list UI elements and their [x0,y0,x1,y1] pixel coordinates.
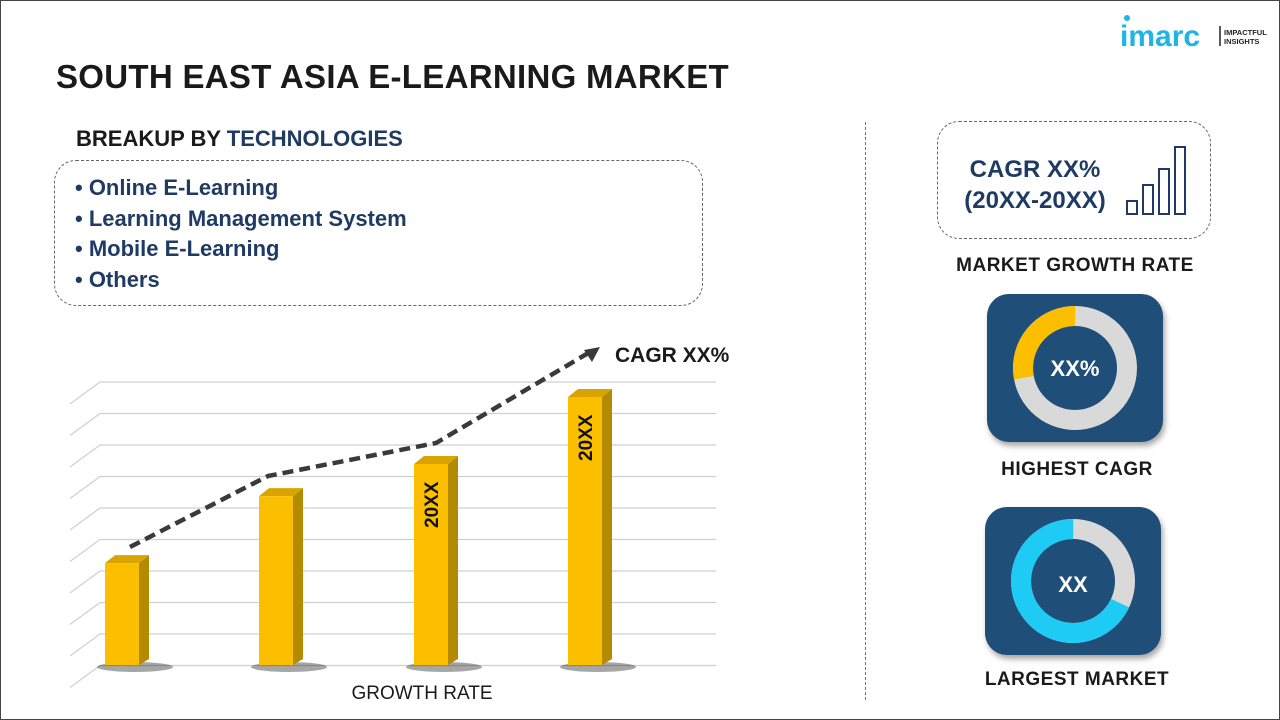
gridline-depth [69,665,101,688]
svg-text:INSIGHTS: INSIGHTS [1224,37,1259,46]
bar-top [568,389,612,397]
bar [105,563,139,665]
breakup-prefix: BREAKUP BY [76,126,227,151]
x-axis-label: GROWTH RATE [351,683,492,704]
bar [414,464,448,665]
largest-market-label: LARGEST MARKET [984,669,1170,690]
bar-side [602,389,612,665]
svg-text:imarc: imarc [1120,20,1200,52]
list-item: • Online E-Learning [75,175,279,200]
gridline-depth [69,570,101,594]
gridline-depth [69,476,101,499]
gridline-depth [69,507,101,531]
market-growth-box [937,121,1211,239]
breakup-heading: BREAKUP BY TECHNOLOGIES [76,126,403,152]
segment-list: • Online E-Learning • Learning Managemen… [54,160,703,306]
imarc-logo: imarc IMPACTFUL INSIGHTS [1120,15,1267,52]
bar-top [105,555,149,564]
bar [259,496,293,665]
trend-line [128,350,592,550]
highest-cagr-card: XX% [987,294,1163,442]
arrow-head-icon [584,347,600,362]
bar-label: 20XX [576,414,597,461]
page-title: SOUTH EAST ASIA E-LEARNING MARKET [56,58,729,95]
bar-chart-icon [1126,146,1186,215]
highest-cagr-value: XX% [1050,356,1100,381]
largest-market-card: XX [985,507,1161,655]
list-item: • Learning Management System [75,205,407,231]
gridline-depth [69,413,101,436]
list-item: • Mobile E-Learning [75,236,280,261]
period-line: (20XX-20XX) [964,187,1106,214]
largest-market-value: XX [1058,572,1088,597]
market-growth-value: CAGR XX% (20XX-20XX) [950,154,1120,216]
bar-side [448,456,458,665]
cagr-line: CAGR XX% [969,156,1101,183]
bar-side [139,555,149,665]
growth-chart: 20XX 20XX CAGR XX% GROWTH RATE [69,344,730,704]
highest-cagr-donut [1013,306,1137,430]
svg-text:IMPACTFUL: IMPACTFUL [1224,28,1267,37]
bar-top [259,488,303,497]
gridline-depth [69,633,101,657]
market-growth-label: MARKET GROWTH RATE [956,255,1194,276]
gridline-depth [69,602,101,625]
bar-label: 20XX [422,481,443,528]
breakup-highlight: TECHNOLOGIES [226,126,403,151]
largest-market-donut [1011,519,1135,643]
bar-top [414,456,458,464]
highest-cagr-label: HIGHEST CAGR [1001,459,1153,480]
list-item: • Others [75,266,160,292]
gridline-depth [69,539,101,562]
trend-label: CAGR XX% [615,344,730,367]
gridline-depth [69,381,101,405]
bar [568,397,602,665]
bar-side [293,488,303,665]
gridline-depth [69,444,101,468]
divider [865,122,866,700]
